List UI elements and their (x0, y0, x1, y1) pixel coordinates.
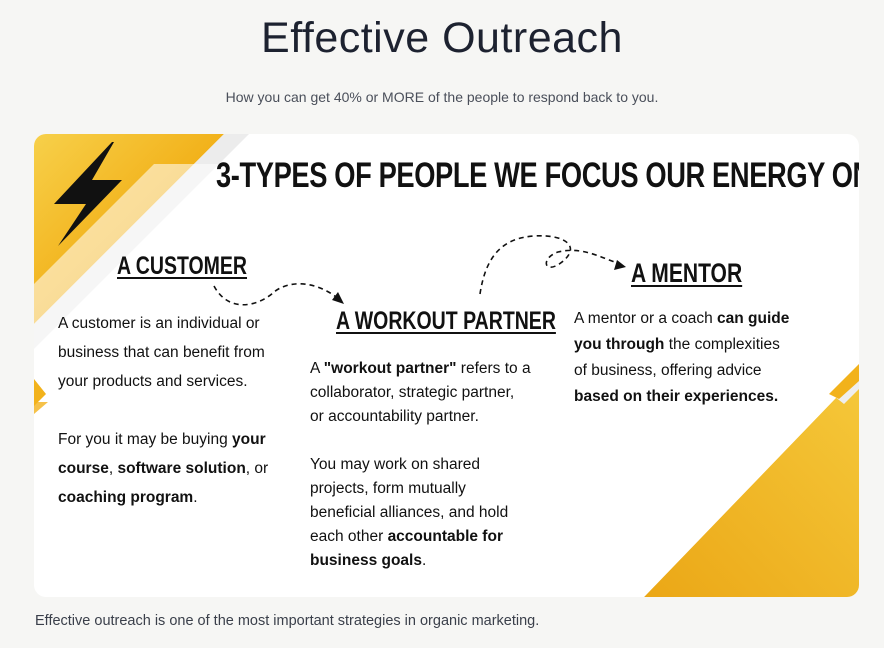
customer-line: your products and services. (58, 373, 248, 390)
customer-line: coaching program. (58, 489, 198, 506)
mentor-description: A mentor or a coach can guide you throug… (574, 306, 789, 410)
partner-line: each other accountable for (310, 528, 503, 545)
workout-partner-heading: A WORKOUT PARTNER (336, 307, 556, 335)
page-title: Effective Outreach (261, 14, 623, 62)
customer-line: A customer is an individual or (58, 315, 260, 332)
partner-line: or accountability partner. (310, 408, 479, 425)
decorative-background (34, 134, 859, 597)
card-title: 3-TYPES OF PEOPLE WE FOCUS OUR ENERGY ON (216, 156, 859, 195)
mentor-heading: A MENTOR (631, 258, 743, 288)
mentor-line: A mentor or a coach can guide (574, 310, 790, 327)
partner-line: A "workout partner" refers to a (310, 360, 531, 377)
mentor-line: you through the complexities (574, 336, 780, 353)
workout-partner-description: A "workout partner" refers to a collabor… (310, 357, 531, 573)
mentor-line: based on their experiences. (574, 388, 779, 405)
customer-line: business that can benefit from (58, 344, 265, 361)
customer-description: A customer is an individual or business … (58, 309, 268, 512)
partner-line: collaborator, strategic partner, (310, 384, 515, 401)
customer-heading: A CUSTOMER (117, 252, 248, 280)
mentor-line: of business, offering advice (574, 362, 762, 379)
footer-text: Effective outreach is one of the most im… (35, 613, 540, 629)
page-subtitle: How you can get 40% or MORE of the peopl… (225, 89, 659, 105)
partner-line: You may work on shared (310, 456, 481, 473)
partner-line: beneficial alliances, and hold (310, 504, 509, 521)
customer-line: course, software solution, or (58, 460, 269, 477)
customer-line: For you it may be buying your (58, 431, 266, 448)
infographic-card: 3-TYPES OF PEOPLE WE FOCUS OUR ENERGY ON… (34, 134, 859, 597)
lightning-bolt-icon (54, 142, 122, 246)
partner-line: business goals. (310, 552, 427, 569)
partner-line: projects, form mutually (310, 480, 466, 497)
